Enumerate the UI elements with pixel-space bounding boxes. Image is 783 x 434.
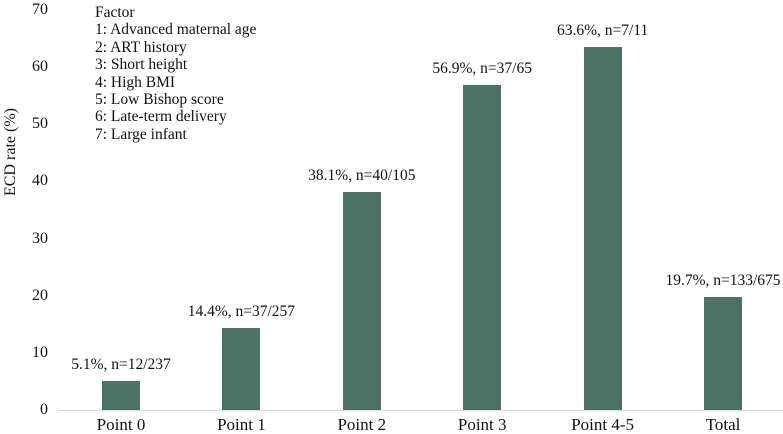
x-tick-label: Point 2 [337,415,387,434]
bar-value-label: 19.7%, n=133/675 [665,272,781,290]
y-tick-label: 60 [32,58,48,76]
x-tick-label: Point 0 [96,415,146,434]
y-tick-label: 20 [32,286,48,304]
bar-value-label: 5.1%, n=12/237 [71,355,171,373]
legend-entry: 6: Late-term delivery [95,108,227,126]
legend-entries: 1: Advanced maternal age 2: ART history 3:… [95,21,256,143]
y-tick-label: 50 [32,115,48,133]
legend-entry: 2: ART history [95,38,187,56]
legend-entry: 1: Advanced maternal age [95,21,257,39]
bar [342,192,381,410]
bar-value-label: 56.9%, n=37/65 [432,59,532,77]
bar-value-label: 63.6%, n=7/11 [556,21,649,39]
bar-value-label: 38.1%, n=40/105 [308,167,416,185]
x-tick-label: Total [705,415,741,434]
bar [583,46,622,410]
y-tick-label: 0 [40,401,48,418]
y-tick-label: 10 [32,343,48,361]
x-tick-label: Point 3 [457,415,507,434]
y-tick-label: 70 [32,1,48,18]
bar [463,84,502,410]
x-tick-label: Point 4-5 [571,415,634,434]
y-tick-label: 40 [32,172,48,190]
legend-entry: 7: Large infant [95,125,187,143]
bar [704,297,742,410]
x-tick-label: Point 1 [217,415,266,434]
y-tick-label: 30 [32,229,48,247]
x-axis-line [58,410,783,411]
legend-title: Factor [95,4,135,21]
bar [222,327,261,410]
bar [102,380,140,410]
bar-value-label: 14.4%, n=37/257 [187,302,296,320]
legend: Factor 1: Advanced maternal age 2: ART hi… [95,4,256,143]
legend-entry: 4: High BMI [95,73,176,91]
legend-entry: 3: Short height [95,56,188,74]
legend-entry: 5: Low Bishop score [95,91,224,109]
